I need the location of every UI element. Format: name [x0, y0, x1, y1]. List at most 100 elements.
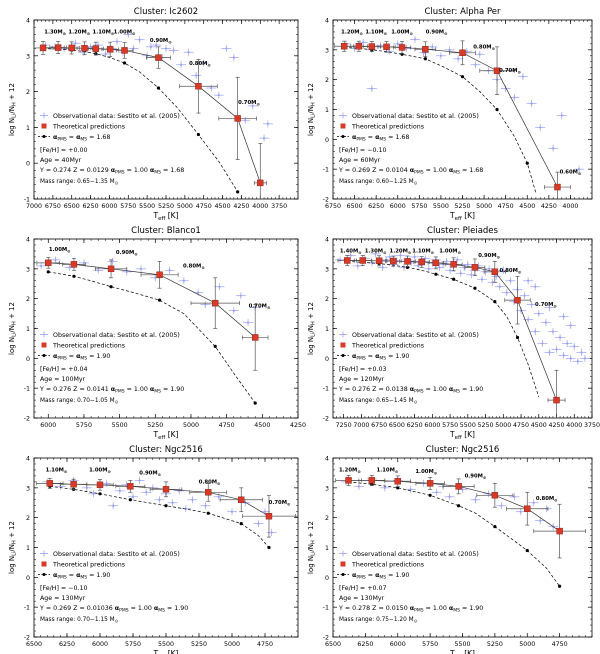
info-mass-range: Mass range: 0.70−1.15 M⊙ — [40, 617, 118, 624]
panel-title: Cluster: Ic2602 — [134, 7, 198, 17]
x-tick-label: 6000 — [40, 422, 56, 429]
x-tick-label: 4000 — [252, 203, 268, 210]
obs-point — [193, 289, 204, 297]
ms-model-point — [122, 61, 127, 65]
mass-label: 0.70M⊙ — [249, 304, 271, 311]
x-tick-label: 4250 — [541, 203, 557, 210]
obs-point — [379, 484, 390, 492]
panel-title: Cluster: Ngc2516 — [129, 445, 203, 455]
ms-model-point — [423, 57, 427, 61]
theory-point — [358, 474, 386, 486]
x-axis-label: Teff [K] — [449, 430, 475, 441]
ms-model-point — [196, 132, 201, 137]
y-tick-label: 0 — [325, 575, 329, 582]
y-tick-label: 0 — [26, 356, 30, 363]
x-axis-label: Teff [K] — [449, 649, 475, 654]
mass-label: 0.80M⊙ — [536, 496, 558, 503]
obs-point — [191, 71, 202, 79]
legend-theory-label: Theoretical predictions — [351, 343, 424, 350]
legend-obs-label: Observational data: Sestito et al. (2005… — [53, 332, 180, 339]
x-tick-label: 4000 — [562, 203, 578, 210]
obs-point — [259, 134, 270, 142]
info-age: Age = 130Myr — [40, 595, 86, 602]
obs-point — [579, 354, 590, 362]
panel-6: Cluster: Ngc2516 6500 6250 6000 5750 5500 5250… — [307, 445, 593, 654]
obs-point — [551, 345, 562, 353]
x-tick-label: 6750 — [371, 422, 387, 429]
info-mass-range: Mass range: 0.65−1.35 M⊙ — [40, 179, 118, 186]
theory-point — [34, 41, 53, 55]
mass-label: 0.90M⊙ — [478, 253, 500, 260]
info-composition: Y = 0.276 Z = 0.0141 αPMS = 1.00 αMS = 1… — [39, 386, 184, 395]
mass-label: 0.90M⊙ — [150, 38, 172, 45]
x-tick-label: 5000 — [177, 203, 193, 210]
y-tick-label: 0 — [26, 161, 30, 168]
x-tick-label: 5250 — [478, 422, 494, 429]
ms-model-point — [434, 272, 438, 276]
x-tick-label: 6250 — [83, 203, 99, 210]
info-age: Age = 120Myr — [339, 376, 385, 383]
theory-point — [444, 257, 463, 272]
obs-point — [88, 490, 99, 498]
x-tick-label: 5000 — [519, 641, 535, 648]
obs-point — [353, 482, 364, 490]
legend: Observational data: Sestito et al. (2005… — [38, 550, 188, 624]
x-tick-label: 6500 — [325, 641, 341, 648]
ms-model-point — [156, 86, 161, 90]
x-tick-label: 5000 — [476, 203, 492, 210]
obs-point — [266, 529, 277, 537]
y-tick-label: 3 — [26, 266, 30, 273]
obs-point — [535, 517, 546, 525]
obs-point — [444, 493, 455, 501]
theory-point — [76, 41, 93, 56]
y-tick-label: 3 — [26, 485, 30, 492]
obs-point — [262, 120, 273, 128]
mass-label: 1.00M⊙ — [114, 30, 136, 37]
legend-alpha-eq: αPMS = αMS = 1.68 — [352, 134, 409, 143]
x-tick-label: 5250 — [454, 203, 470, 210]
y-axis-label: log NLi/NH + 12 — [307, 302, 317, 355]
theory-point — [506, 491, 549, 526]
y-axis-label: log NLi/NH + 12 — [307, 83, 317, 136]
y-tick-label: 1 — [325, 545, 329, 552]
obs-point — [228, 54, 239, 62]
obs-point — [180, 505, 191, 513]
obs-point — [526, 100, 537, 108]
mass-label: 1.20M⊙ — [341, 29, 363, 36]
obs-point — [227, 508, 237, 516]
obs-point — [145, 43, 156, 51]
x-tick-label: 6750 — [45, 203, 61, 210]
theory-point — [427, 256, 445, 270]
theory-point — [377, 41, 396, 53]
theory-point — [87, 41, 104, 56]
theory-point — [335, 474, 362, 486]
y-tick-label: 3 — [26, 53, 30, 60]
obs-point — [544, 304, 555, 312]
theory-point — [36, 477, 64, 489]
obs-point — [523, 316, 534, 324]
x-tick-label: 5250 — [487, 641, 503, 648]
legend: Observational data: Sestito et al. (2005… — [38, 331, 184, 405]
x-tick-label: 6500 — [389, 422, 405, 429]
mass-label: 0.80M⊙ — [473, 44, 495, 51]
mass-label: 1.10M⊙ — [46, 467, 68, 474]
ms-model-point — [72, 274, 76, 278]
obs-point — [93, 266, 104, 274]
obs-point — [358, 38, 369, 46]
y-tick-label: -2 — [24, 416, 30, 423]
ms-model-point — [253, 401, 257, 405]
x-tick-label: 5750 — [442, 422, 458, 429]
theory-point — [219, 487, 263, 513]
mass-label: 0.80M⊙ — [500, 268, 522, 275]
plot-area — [335, 250, 590, 418]
theory-point — [370, 255, 388, 267]
obs-point — [505, 277, 516, 285]
info-age: Age = 60Myr — [339, 157, 381, 164]
obs-point — [151, 41, 162, 49]
mass-label: 1.20M⊙ — [339, 467, 361, 474]
theory-point — [179, 59, 218, 114]
info-feh: [Fe/H] = +0.04 — [40, 366, 88, 373]
x-tick-label: 7000 — [353, 422, 369, 429]
legend-theory-label: Theoretical predictions — [351, 562, 424, 569]
